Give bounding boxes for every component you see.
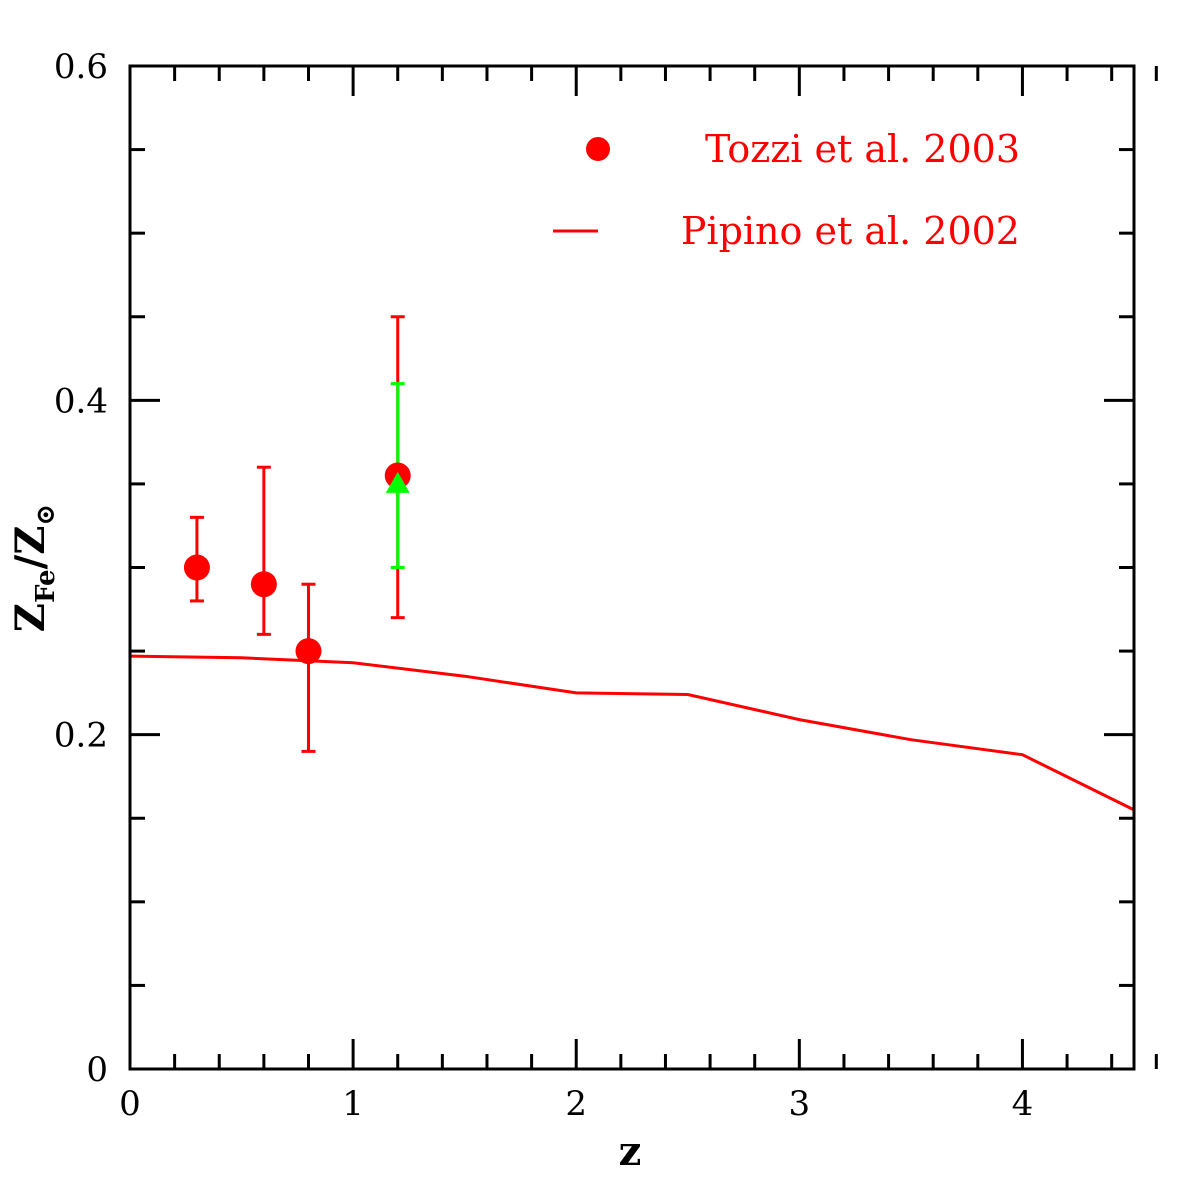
x-tick-label: 4 [1012,1084,1034,1124]
x-tick-label: 1 [342,1084,364,1124]
x-tick-label: 2 [565,1084,587,1124]
legend-label-pipino: Pipino et al. 2002 [681,209,1020,253]
data-point-circle [250,571,277,598]
tick-labels: 0 1 2 3 4 0 0.2 0.4 0.6 [54,47,1033,1124]
data-point-circle [295,638,322,665]
axis-ticks [128,64,1158,1071]
plot-frame [128,64,1136,1071]
y-tick-label: 0 [86,1050,108,1090]
legend: Tozzi et al. 2003 Pipino et al. 2002 [553,127,1020,253]
legend-label-tozzi: Tozzi et al. 2003 [705,127,1020,171]
y-axis-title-slash: / [7,554,54,569]
y-axis-title-main2: Z [7,526,54,555]
y-axis-title: ZFe/Z⊙ [7,504,61,632]
x-tick-label: 0 [119,1084,141,1124]
y-tick-label: 0.4 [54,381,108,421]
y-tick-label: 0.2 [54,716,108,756]
x-axis-title: z [619,1128,642,1175]
plot-series [129,315,1135,812]
svg-text:ZFe/Z⊙: ZFe/Z⊙ [7,504,61,632]
data-point-triangle [385,471,410,493]
legend-marker-circle [586,137,610,161]
x-tick-label: 3 [789,1084,811,1124]
data-point-circle [183,554,210,581]
y-axis-title-sub: Fe [31,569,61,603]
y-axis-title-sub2: ⊙ [31,504,61,526]
y-tick-label: 0.6 [54,47,108,87]
y-axis-title-main: Z [7,603,54,632]
model-line [129,654,1135,812]
